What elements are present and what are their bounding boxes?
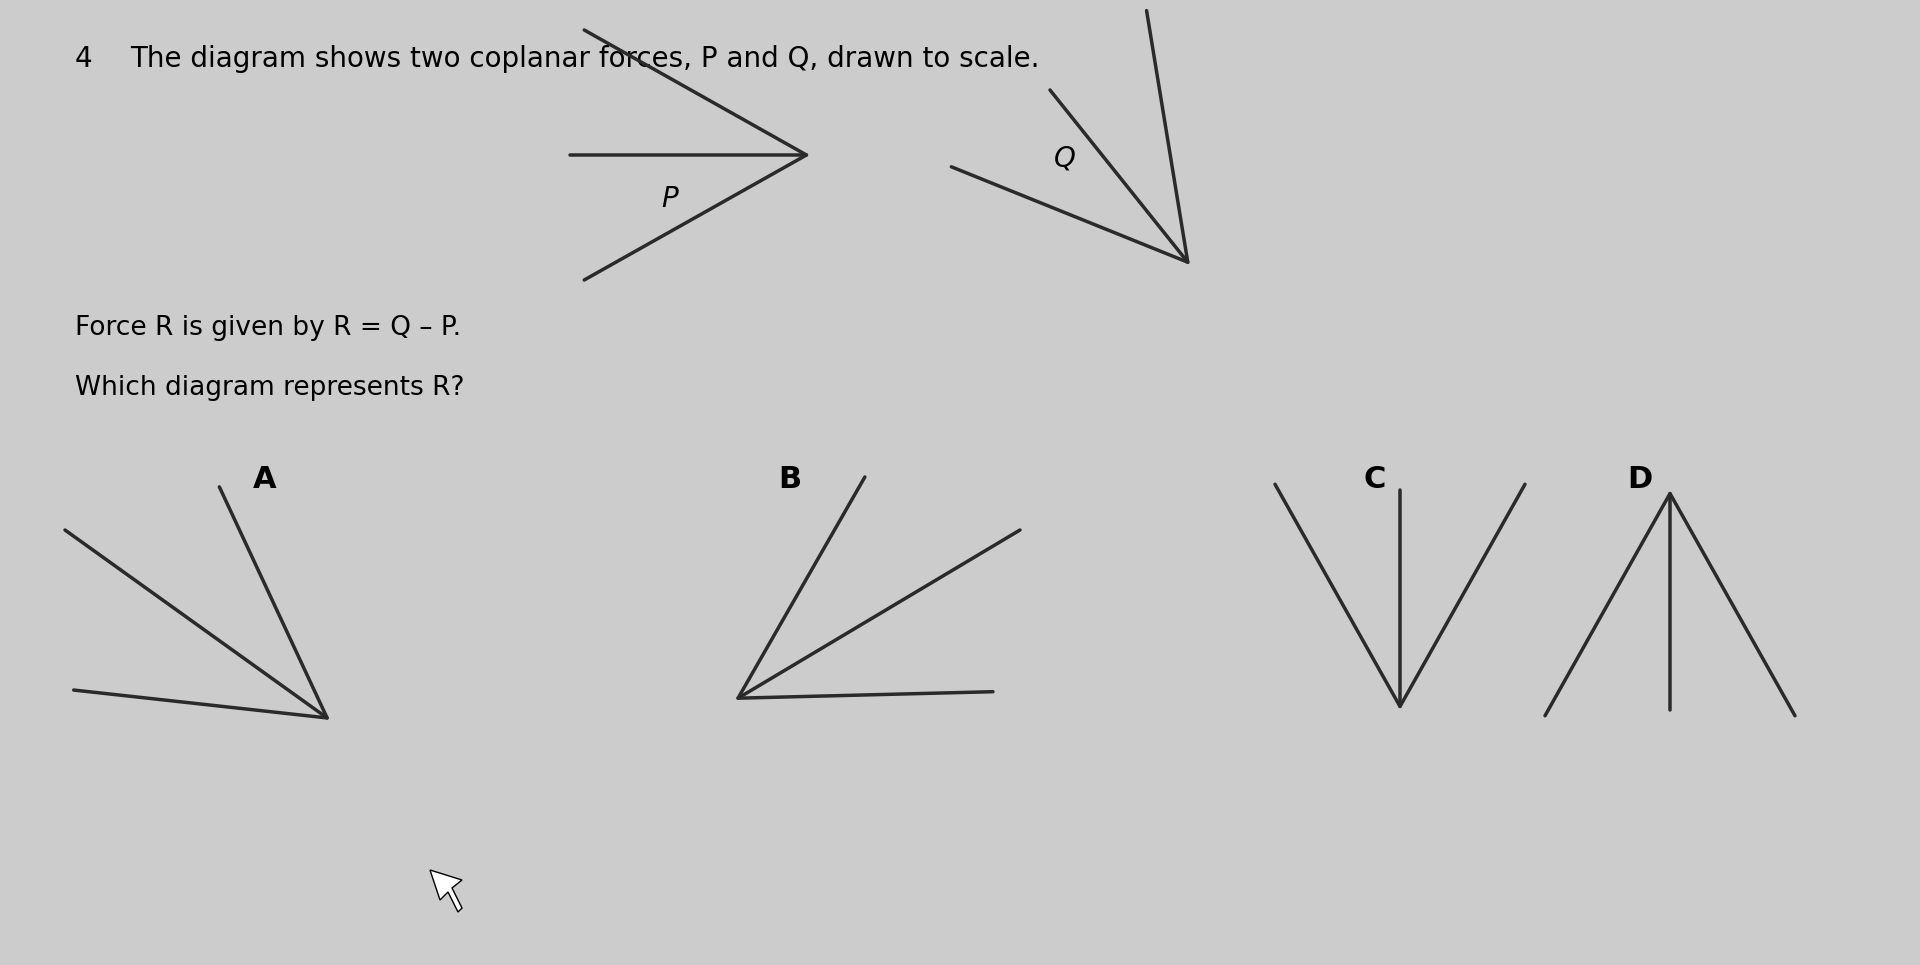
Text: Force R is given by R = Q – P.: Force R is given by R = Q – P.	[75, 315, 461, 341]
Text: Q: Q	[1054, 145, 1075, 173]
Text: 4: 4	[75, 45, 92, 73]
Text: The diagram shows two coplanar forces, P and Q, drawn to scale.: The diagram shows two coplanar forces, P…	[131, 45, 1039, 73]
Text: C: C	[1363, 465, 1386, 494]
Text: A: A	[253, 465, 276, 494]
Text: D: D	[1628, 465, 1653, 494]
Polygon shape	[430, 870, 463, 912]
Text: P: P	[662, 185, 678, 213]
Text: Which diagram represents R?: Which diagram represents R?	[75, 375, 465, 401]
Text: B: B	[778, 465, 801, 494]
